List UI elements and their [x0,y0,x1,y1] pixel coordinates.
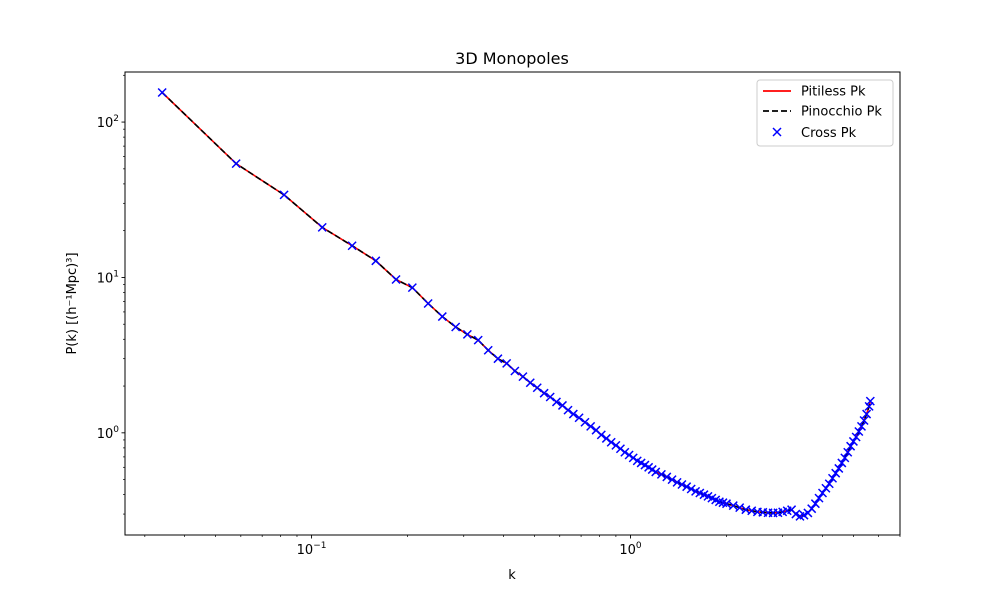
cross-marker [620,447,630,457]
cross-marker [371,256,381,266]
cross-marker [539,388,549,398]
cross-marker [551,397,561,407]
cross-marker [810,499,820,509]
cross-marker [831,468,841,478]
cross-marker [834,463,844,473]
cross-marker [580,417,590,427]
cross-marker [686,484,696,494]
cross-marker [859,415,869,426]
cross-marker [682,482,692,492]
cross-marker [840,453,850,463]
cross-marker [568,409,578,419]
cross-marker [667,475,677,485]
cross-marker [510,366,520,376]
cross-marker [545,392,555,402]
cross-marker [862,409,872,419]
cross-marker [157,87,167,98]
cross-marker [437,312,447,322]
legend-label-pitiless: Pitiless Pk [801,85,866,100]
cross-marker [493,354,503,364]
cross-marker [483,345,493,355]
cross-marker [624,450,634,460]
cross-marker [791,509,801,519]
cross-marker [611,440,621,450]
cross-marker [846,441,856,451]
cross-marker [601,433,611,443]
cross-marker [865,396,875,406]
x-axis-label: k [508,568,516,583]
cross-marker [502,358,512,368]
legend-box [756,79,894,147]
legend-label-pinocchio: Pinocchio Pk [801,105,882,120]
cross-marker [279,190,289,200]
cross-marker [814,493,824,503]
cross-marker [391,274,401,285]
cross-marker [677,479,687,490]
cross-marker [423,298,433,309]
cross-marker [231,159,241,169]
cross-marker [407,283,417,293]
cross-marker [563,405,573,415]
cross-marker [606,437,616,447]
cross-marker [586,421,596,431]
cross-marker [735,503,745,513]
cross-marker [662,472,672,482]
cross-marker [518,372,528,382]
y-tick-label: 101 [97,269,119,286]
legend-label-cross: Cross Pk [801,126,857,141]
plot-frame [124,71,901,536]
cross-marker [827,473,838,483]
cross-marker [864,401,874,411]
cross-marker [451,322,461,332]
cross-marker [824,479,834,489]
cross-marker [656,469,666,479]
cross-marker [817,488,828,498]
cross-marker [596,430,606,440]
cross-marker [821,483,831,493]
legend-swatch-cross [772,127,782,137]
chart-title: 3D Monopoles [455,49,569,68]
cross-marker [807,504,817,514]
cross-marker [317,222,327,232]
cross-marker [856,421,866,431]
cross-marker [837,458,847,468]
cross-marker [854,426,864,437]
y-tick-label: 100 [97,425,120,442]
cross-marker [843,447,853,457]
y-tick-label: 102 [97,114,119,131]
cross-marker [851,432,861,442]
cross-marker [473,335,483,345]
cross-marker [347,241,357,251]
cross-marker [651,467,661,477]
legend: Pitiless Pk Pinocchio Pk Cross Pk [756,79,894,147]
x-tick-label: 100 [619,541,642,558]
cross-marker [532,383,542,393]
cross-marker [574,413,584,423]
x-tick-label: 10−1 [297,541,327,558]
y-axis-label: P(k) [(h⁻¹Mpc)³] [65,252,80,354]
cross-marker [525,378,535,388]
cross-marker [672,477,682,487]
cross-marker [848,436,858,446]
cross-marker [728,501,738,511]
cross-marker [462,329,472,339]
cross-marker [721,499,732,509]
